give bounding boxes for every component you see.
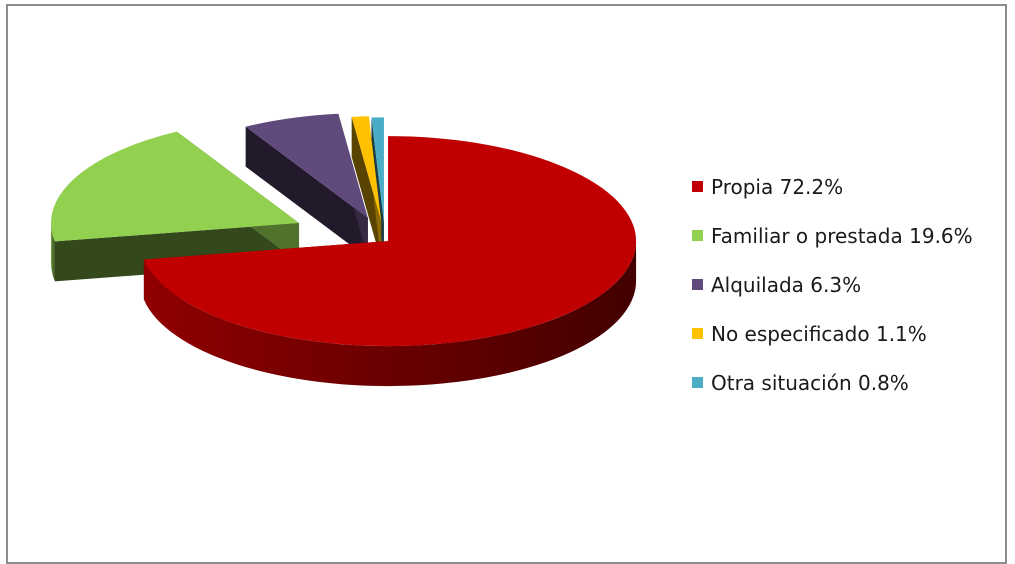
pie-slice-4-top (371, 117, 384, 223)
legend-swatch-propia (692, 181, 703, 192)
pie-slice-3-top (351, 116, 382, 222)
pie-slice-1-top (51, 131, 300, 242)
legend-swatch-otra-situacion (692, 377, 703, 388)
legend-label-propia: Propia 72.2% (711, 174, 844, 199)
legend-item-no-especificado: No especificado 1.1% (692, 309, 973, 358)
pie-slice-0-top (143, 136, 637, 347)
legend-label-otra-situacion: Otra situación 0.8% (711, 370, 909, 395)
legend-label-no-especificado: No especificado 1.1% (711, 321, 927, 346)
pie-slice-0-rim-0 (143, 241, 637, 387)
pie-slice-0 (143, 136, 637, 387)
legend-swatch-alquilada (692, 279, 703, 290)
pie-chart (51, 113, 637, 387)
legend-label-alquilada: Alquilada 6.3% (711, 272, 862, 297)
pie-slice-2 (245, 113, 368, 259)
pie-slice-2-top (245, 113, 368, 219)
legend-item-otra-situacion: Otra situación 0.8% (692, 358, 973, 407)
pie-slice-2-wall-0 (245, 126, 368, 259)
legend-swatch-no-especificado (692, 328, 703, 339)
legend-item-propia: Propia 72.2% (692, 162, 973, 211)
pie-slice-3 (351, 116, 382, 262)
legend-swatch-familiar (692, 230, 703, 241)
pie-slice-1-rim-0 (51, 223, 55, 282)
pie-slice-3-wall-0 (351, 116, 382, 262)
legend-item-alquilada: Alquilada 6.3% (692, 260, 973, 309)
legend: Propia 72.2% Familiar o prestada 19.6% A… (692, 162, 973, 407)
legend-item-familiar: Familiar o prestada 19.6% (692, 211, 973, 260)
legend-label-familiar: Familiar o prestada 19.6% (711, 223, 973, 248)
